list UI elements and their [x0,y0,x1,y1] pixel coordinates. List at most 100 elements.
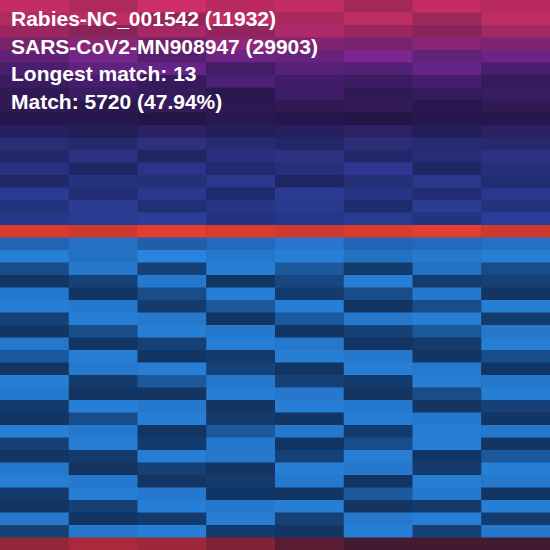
cell [275,150,344,163]
cell [344,0,413,13]
cell [206,450,275,463]
cell [481,500,550,513]
cell [413,38,482,51]
cell [0,113,69,126]
cell [344,213,413,226]
cell [413,288,482,301]
cell [275,213,344,226]
cell [413,413,482,426]
cell [0,438,69,451]
cell [413,513,482,526]
cell [206,213,275,226]
cell [69,263,138,276]
cell [69,138,138,151]
cell [206,438,275,451]
cell [344,188,413,201]
cell [0,463,69,476]
cell [344,500,413,513]
cell [275,413,344,426]
cell [481,325,550,338]
cell [206,125,275,138]
cell [481,400,550,413]
cell [344,363,413,376]
cell [275,225,344,238]
cell [0,488,69,501]
cell [344,275,413,288]
labels: Rabies-NC_001542 (11932)SARS-CoV2-MN9089… [11,7,318,113]
cell [69,275,138,288]
cell [275,338,344,351]
cell [206,388,275,401]
cell [0,313,69,326]
cell [413,375,482,388]
cell [206,138,275,151]
cell [138,525,207,538]
cell [413,438,482,451]
cell [344,250,413,263]
cell [344,200,413,213]
cell [138,488,207,501]
cell [344,175,413,188]
cell [138,125,207,138]
cell [206,413,275,426]
cell [344,88,413,101]
cell [138,325,207,338]
cell [138,475,207,488]
cell [138,338,207,351]
cell [0,450,69,463]
cell [413,500,482,513]
cell [206,400,275,413]
cell [344,313,413,326]
cell [413,100,482,113]
cell [138,200,207,213]
cell [481,513,550,526]
cell [344,63,413,76]
cell [275,250,344,263]
cell [275,138,344,151]
cell [275,163,344,176]
cell [275,188,344,201]
cell [206,525,275,538]
cell [344,538,413,550]
cell [275,525,344,538]
cell [481,388,550,401]
cell [275,88,344,101]
cell [69,325,138,338]
cell [413,75,482,88]
cell [413,213,482,226]
cell [69,188,138,201]
cell [138,113,207,126]
cell [206,263,275,276]
cell [481,50,550,63]
cell [206,250,275,263]
cell [138,350,207,363]
cell [344,138,413,151]
cell [206,188,275,201]
cell [0,338,69,351]
cell [481,275,550,288]
cell [206,375,275,388]
cell [275,288,344,301]
cell [138,450,207,463]
cell [0,200,69,213]
cell [481,250,550,263]
cell [413,25,482,38]
cell [0,238,69,251]
cell [69,500,138,513]
cell [413,150,482,163]
cell [481,413,550,426]
cell [275,300,344,313]
cell [69,463,138,476]
cell [69,350,138,363]
cell [138,138,207,151]
cell [413,425,482,438]
cell [138,150,207,163]
cell [275,438,344,451]
cell [275,475,344,488]
cell [69,150,138,163]
cell [481,13,550,26]
cell [206,200,275,213]
cell [69,338,138,351]
cell [481,263,550,276]
cell [69,225,138,238]
